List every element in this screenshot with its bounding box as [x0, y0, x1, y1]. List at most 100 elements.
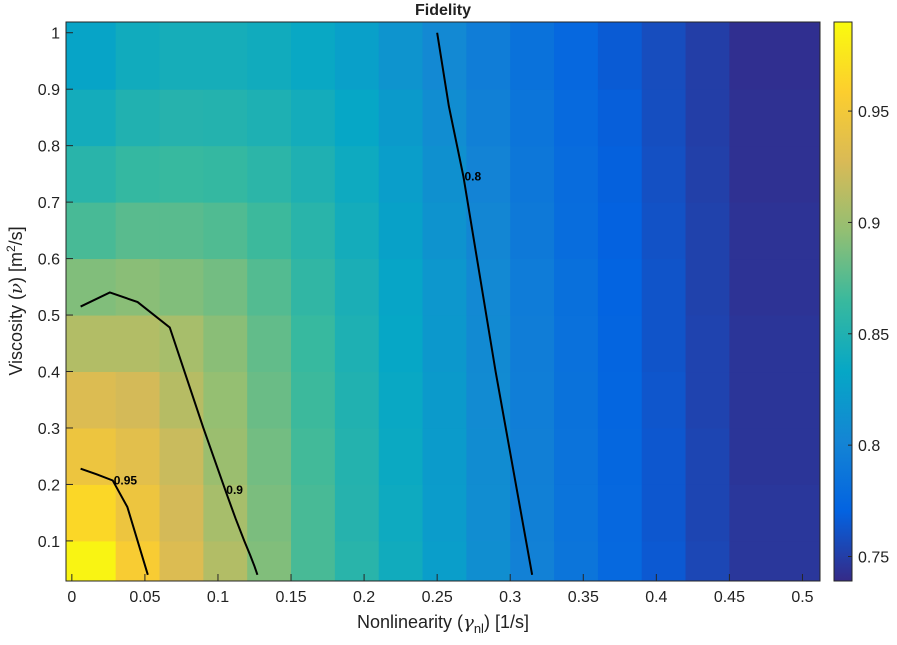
heatmap-cell — [291, 202, 336, 260]
heatmap-cell — [378, 145, 424, 203]
heatmap-cell — [597, 315, 643, 373]
plot-frame — [65, 21, 821, 582]
colorbar-tick-label: 0.95 — [858, 104, 889, 121]
y-tick-label: 0.6 — [38, 252, 60, 269]
colorbar-tick-label: 0.75 — [858, 550, 889, 567]
heatmap-cell — [685, 89, 730, 147]
heatmap-cell — [729, 484, 821, 542]
heatmap-cell — [466, 89, 511, 147]
heatmap-cell — [641, 540, 687, 582]
heatmap-cell — [203, 202, 248, 260]
heatmap-cell — [597, 484, 643, 542]
heatmap-cell — [597, 22, 643, 90]
heatmap-cell — [729, 540, 821, 582]
y-tick-label: 0.7 — [38, 195, 60, 212]
heatmap-cell — [159, 22, 204, 90]
heatmap-cell — [66, 484, 117, 542]
heatmap-cell — [729, 145, 821, 203]
y-axis-label: Viscosity (ν) [m2/s] — [4, 226, 27, 375]
heatmap-cell — [247, 22, 292, 90]
heatmap-cell — [334, 371, 380, 429]
heatmap-cell — [247, 315, 292, 373]
contour-label: 0.9 — [226, 483, 243, 497]
heatmap-cell — [66, 540, 117, 582]
x-tick-label: 0.4 — [645, 589, 667, 606]
heatmap-cell — [115, 202, 161, 260]
heatmap-cell — [641, 371, 687, 429]
y-tick-label: 0.5 — [38, 308, 60, 325]
heatmap-cell — [203, 89, 248, 147]
heatmap-cell — [66, 89, 117, 147]
y-tick-label: 0.3 — [38, 421, 60, 438]
heatmap-cell — [115, 258, 161, 316]
heatmap-cell — [729, 315, 821, 373]
y-label-part: /s] — [6, 226, 26, 245]
heatmap-cell — [510, 145, 555, 203]
heatmap-cell — [203, 371, 248, 429]
heatmap-cell — [291, 258, 336, 316]
x-tick-label: 0.25 — [422, 589, 453, 606]
heatmap-cell — [554, 427, 599, 485]
heatmap-cell — [378, 540, 424, 582]
heatmap-cell — [554, 89, 599, 147]
heatmap-cell — [247, 484, 292, 542]
heatmap-cell — [641, 145, 687, 203]
heatmap-cell — [66, 202, 117, 260]
heatmap-cell — [641, 22, 687, 90]
heatmap-cell — [159, 427, 204, 485]
x-tick-label: 0.35 — [568, 589, 599, 606]
heatmap-cell — [159, 89, 204, 147]
y-tick-label: 0.9 — [38, 82, 60, 99]
heatmap-cell — [378, 427, 424, 485]
heatmap-cell — [554, 371, 599, 429]
heatmap-cell — [66, 371, 117, 429]
colorbar-tick-label: 0.9 — [858, 215, 880, 232]
heatmap-cell — [685, 427, 730, 485]
heatmap-cell — [291, 22, 336, 90]
heatmap-cell — [291, 371, 336, 429]
heatmap-cell — [334, 427, 380, 485]
heatmap-cell — [334, 315, 380, 373]
x-label-part: γ — [463, 612, 474, 633]
heatmap-cell — [641, 427, 687, 485]
heatmap-cell — [422, 202, 467, 260]
heatmap-cell — [334, 540, 380, 582]
heatmap-cell — [510, 202, 555, 260]
contour-label: 0.95 — [114, 473, 138, 487]
heatmap-cell — [729, 22, 821, 90]
y-tick-label: 1 — [51, 26, 60, 43]
heatmap-cell — [685, 22, 730, 90]
heatmap-cell — [334, 145, 380, 203]
heatmap-cell — [159, 540, 204, 582]
heatmap-cell — [247, 540, 292, 582]
heatmap-cell — [291, 145, 336, 203]
heatmap-cell — [729, 89, 821, 147]
heatmap-cell — [115, 145, 161, 203]
heatmap-cell — [597, 202, 643, 260]
heatmap-cell — [422, 371, 467, 429]
heatmap-cell — [685, 258, 730, 316]
colorbar — [833, 21, 853, 582]
heatmap-cell — [685, 145, 730, 203]
heatmap-cell — [291, 427, 336, 485]
heatmap-cell — [422, 540, 467, 582]
heatmap-cell — [466, 258, 511, 316]
heatmap-cell — [159, 145, 204, 203]
heatmap-cell — [510, 427, 555, 485]
heatmap-cell — [641, 484, 687, 542]
heatmap-cell — [685, 540, 730, 582]
heatmap-cell — [729, 427, 821, 485]
heatmap-cell — [641, 258, 687, 316]
x-tick-label: 0.2 — [353, 589, 375, 606]
heatmap-cell — [685, 202, 730, 260]
heatmap-cell — [203, 22, 248, 90]
heatmap-cell — [203, 540, 248, 582]
heatmap-cell — [334, 202, 380, 260]
heatmap-cell — [334, 22, 380, 90]
heatmap-cell — [510, 315, 555, 373]
x-tick-label: 0 — [67, 589, 76, 606]
heatmap-cell — [597, 89, 643, 147]
heatmap-cell — [554, 540, 599, 582]
heatmap-cell — [247, 371, 292, 429]
